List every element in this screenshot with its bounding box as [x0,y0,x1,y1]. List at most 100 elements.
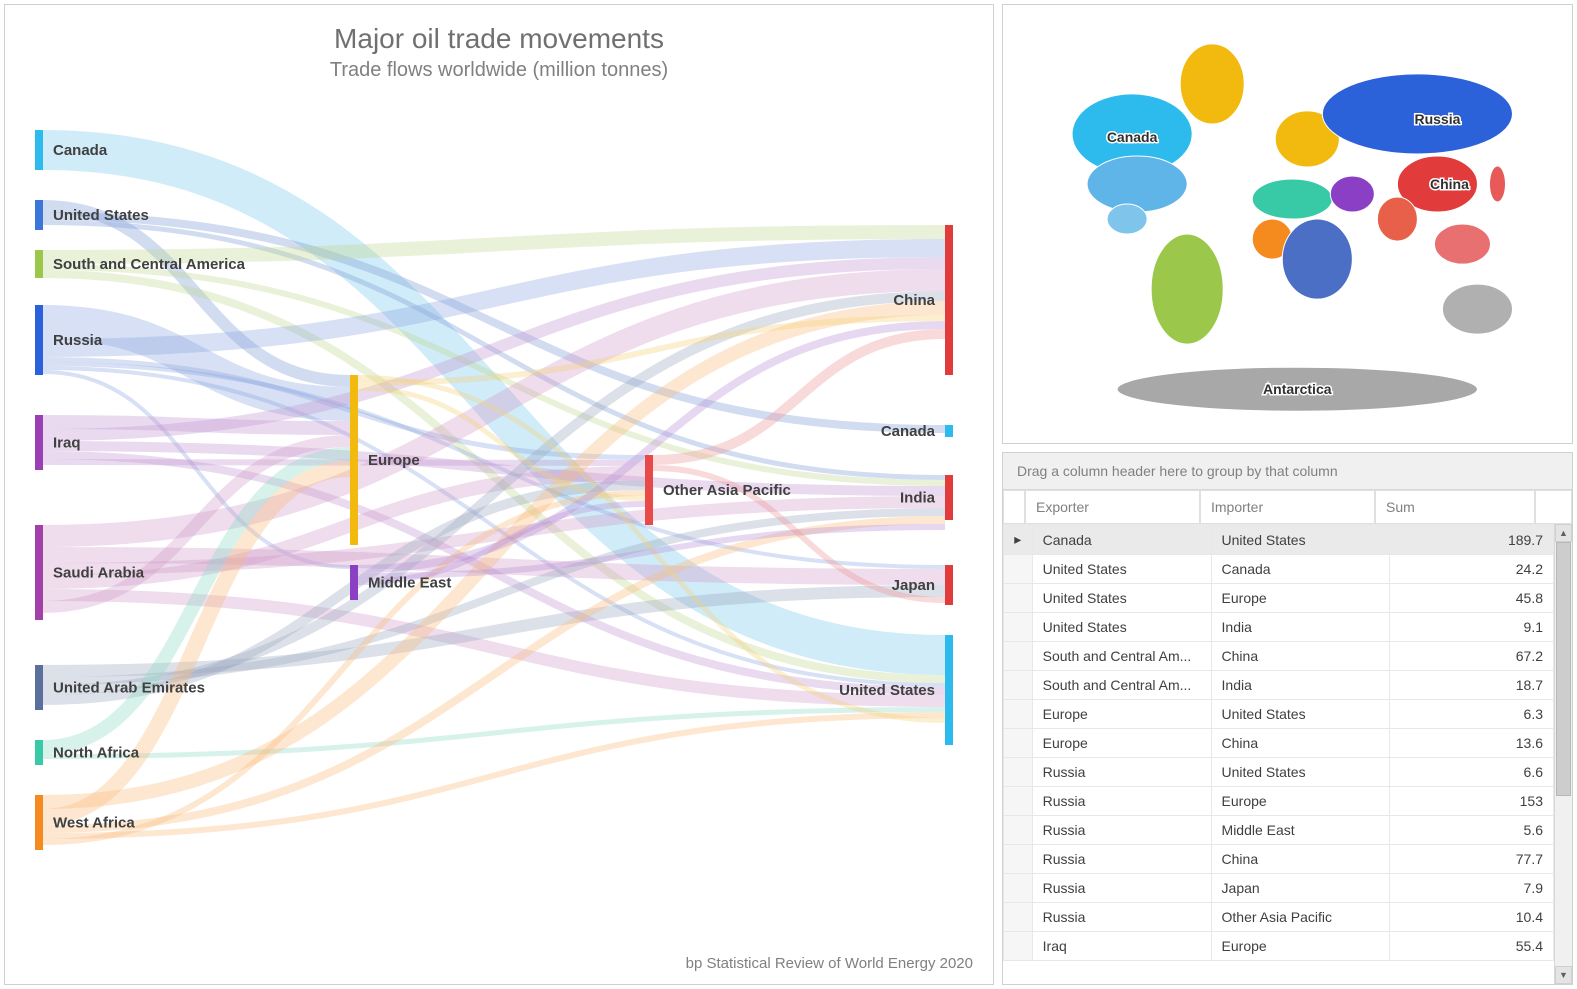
table-row[interactable]: United StatesEurope45.8 [1004,584,1554,613]
column-header[interactable]: Exporter [1025,490,1200,524]
cell-exporter[interactable]: South and Central Am... [1032,642,1211,671]
cell-exporter[interactable]: United States [1032,555,1211,584]
sankey-node[interactable] [35,740,43,765]
cell-sum[interactable]: 67.2 [1390,642,1554,671]
cell-exporter[interactable]: South and Central Am... [1032,671,1211,700]
cell-exporter[interactable]: Europe [1032,700,1211,729]
table-row[interactable]: RussiaEurope153 [1004,787,1554,816]
map-region[interactable] [1378,197,1418,241]
table-row[interactable]: RussiaJapan7.9 [1004,874,1554,903]
cell-importer[interactable]: China [1211,729,1390,758]
world-map[interactable]: CanadaRussiaChinaAntarctica [1017,16,1558,432]
table-row[interactable]: IraqEurope55.4 [1004,932,1554,961]
cell-sum[interactable]: 24.2 [1390,555,1554,584]
map-region[interactable] [1282,219,1352,299]
cell-sum[interactable]: 77.7 [1390,845,1554,874]
cell-importer[interactable]: United States [1211,700,1390,729]
table-row[interactable]: ▸CanadaUnited States189.7 [1004,525,1554,555]
cell-importer[interactable]: United States [1211,758,1390,787]
sankey-node[interactable] [35,305,43,375]
cell-sum[interactable]: 7.9 [1390,874,1554,903]
map-region[interactable] [1252,179,1332,219]
cell-importer[interactable]: India [1211,613,1390,642]
sankey-node[interactable] [35,250,43,278]
map-region[interactable] [1435,224,1491,264]
table-row[interactable]: United StatesIndia9.1 [1004,613,1554,642]
sankey-node[interactable] [945,225,953,375]
map-region[interactable] [1151,234,1223,344]
scroll-thumb[interactable] [1556,542,1571,796]
cell-sum[interactable]: 5.6 [1390,816,1554,845]
cell-sum[interactable]: 13.6 [1390,729,1554,758]
table-row[interactable]: EuropeUnited States6.3 [1004,700,1554,729]
cell-sum[interactable]: 6.6 [1390,758,1554,787]
map-region[interactable] [1331,176,1375,212]
table-row[interactable]: South and Central Am...China67.2 [1004,642,1554,671]
cell-exporter[interactable]: Canada [1032,525,1211,555]
cell-importer[interactable]: India [1211,671,1390,700]
map-region[interactable] [1107,204,1147,234]
sankey-diagram[interactable]: CanadaUnited StatesSouth and Central Ame… [5,95,995,965]
sankey-node[interactable] [350,565,358,600]
cell-importer[interactable]: United States [1211,525,1390,555]
cell-sum[interactable]: 55.4 [1390,932,1554,961]
sankey-node[interactable] [35,795,43,850]
cell-exporter[interactable]: Russia [1032,816,1211,845]
table-row[interactable]: RussiaChina77.7 [1004,845,1554,874]
cell-sum[interactable]: 189.7 [1390,525,1554,555]
map-region[interactable] [1087,156,1187,212]
cell-exporter[interactable]: Russia [1032,758,1211,787]
sankey-node[interactable] [35,525,43,620]
table-row[interactable]: South and Central Am...India18.7 [1004,671,1554,700]
cell-sum[interactable]: 18.7 [1390,671,1554,700]
cell-exporter[interactable]: United States [1032,584,1211,613]
cell-importer[interactable]: China [1211,642,1390,671]
scroll-up-button[interactable]: ▲ [1555,524,1572,542]
sankey-node[interactable] [35,665,43,710]
cell-exporter[interactable]: Russia [1032,903,1211,932]
sankey-node[interactable] [645,455,653,525]
table-row[interactable]: EuropeChina13.6 [1004,729,1554,758]
cell-importer[interactable]: Europe [1211,584,1390,613]
map-region[interactable] [1490,166,1506,202]
cell-importer[interactable]: Europe [1211,932,1390,961]
group-by-hint[interactable]: Drag a column header here to group by th… [1003,453,1572,490]
column-header[interactable]: Importer [1200,490,1375,524]
cell-exporter[interactable]: United States [1032,613,1211,642]
cell-importer[interactable]: Canada [1211,555,1390,584]
table-row[interactable]: RussiaMiddle East5.6 [1004,816,1554,845]
map-region[interactable] [1443,284,1513,334]
cell-sum[interactable]: 153 [1390,787,1554,816]
sankey-node[interactable] [35,200,43,230]
cell-importer[interactable]: Middle East [1211,816,1390,845]
cell-exporter[interactable]: Iraq [1032,932,1211,961]
cell-exporter[interactable]: Russia [1032,874,1211,903]
cell-importer[interactable]: Japan [1211,874,1390,903]
table-row[interactable]: RussiaOther Asia Pacific10.4 [1004,903,1554,932]
scroll-track[interactable] [1555,542,1572,966]
sankey-node[interactable] [35,130,43,170]
column-header[interactable]: Sum [1375,490,1535,524]
cell-exporter[interactable]: Europe [1032,729,1211,758]
cell-importer[interactable]: Other Asia Pacific [1211,903,1390,932]
scroll-down-button[interactable]: ▼ [1555,966,1572,984]
cell-sum[interactable]: 10.4 [1390,903,1554,932]
sankey-node[interactable] [945,425,953,437]
vertical-scrollbar[interactable]: ▲ ▼ [1554,524,1572,984]
table-row[interactable]: United StatesCanada24.2 [1004,555,1554,584]
column-header-spacer [1535,490,1572,524]
sankey-node[interactable] [350,375,358,545]
sankey-node[interactable] [35,415,43,470]
cell-importer[interactable]: Europe [1211,787,1390,816]
cell-exporter[interactable]: Russia [1032,845,1211,874]
cell-sum[interactable]: 6.3 [1390,700,1554,729]
cell-exporter[interactable]: Russia [1032,787,1211,816]
cell-importer[interactable]: China [1211,845,1390,874]
table-row[interactable]: RussiaUnited States6.6 [1004,758,1554,787]
map-region[interactable] [1180,44,1244,124]
cell-sum[interactable]: 45.8 [1390,584,1554,613]
cell-sum[interactable]: 9.1 [1390,613,1554,642]
sankey-node[interactable] [945,565,953,605]
sankey-node[interactable] [945,635,953,745]
sankey-node[interactable] [945,475,953,520]
